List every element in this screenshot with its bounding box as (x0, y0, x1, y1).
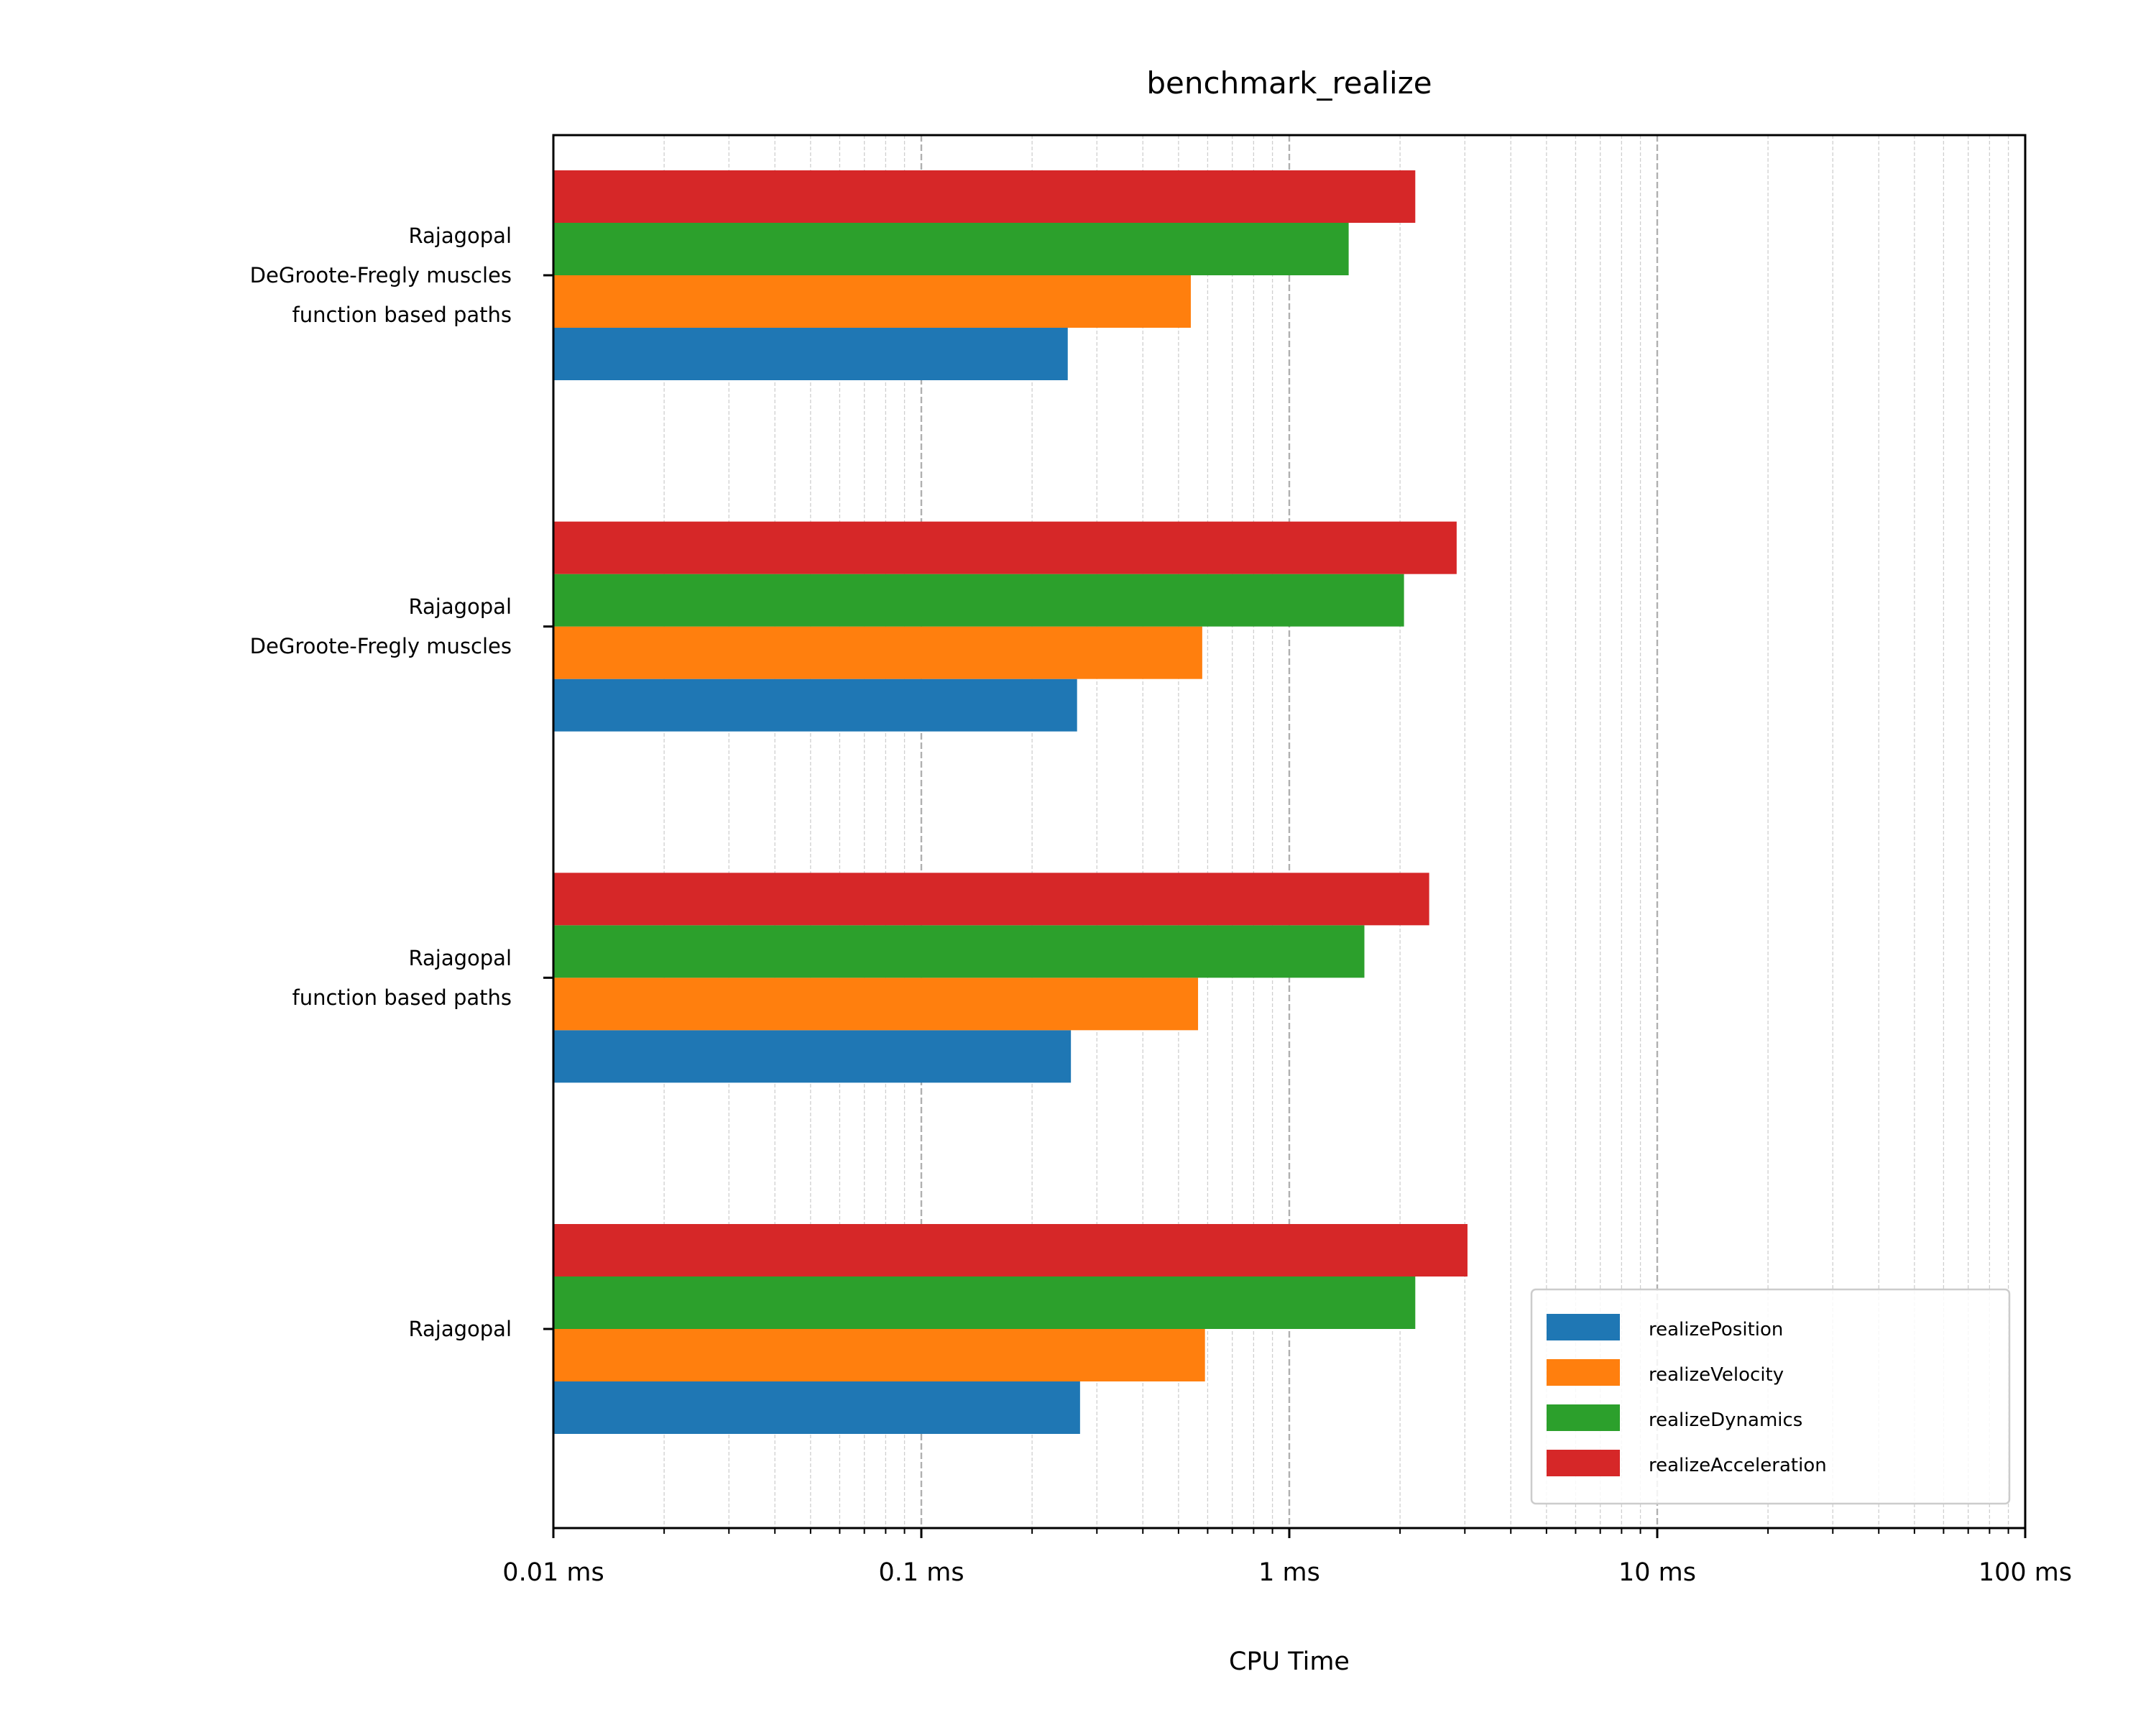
x-tick-label: 100 ms (1978, 1558, 2072, 1587)
legend-swatch (1547, 1314, 1620, 1340)
y-category-label: Rajagopal (409, 1317, 512, 1341)
legend-label: realizeDynamics (1649, 1409, 1802, 1431)
x-tick-label: 10 ms (1618, 1558, 1696, 1587)
chart-title: benchmark_realize (1146, 65, 1432, 101)
y-category-label: Rajagopal (409, 594, 512, 619)
legend-label: realizePosition (1649, 1319, 1783, 1340)
legend-swatch (1547, 1404, 1620, 1431)
y-category-label: function based paths (292, 303, 512, 327)
bar-realizeDynamics (553, 925, 1365, 978)
legend: realizePosition realizeVelocity realizeDyn… (1530, 1288, 2011, 1505)
x-axis-label: CPU Time (1229, 1647, 1350, 1676)
bar-realizePosition (553, 678, 1077, 732)
legend-label: realizeVelocity (1649, 1364, 1784, 1386)
bar-realizeDynamics (553, 574, 1404, 627)
bar-realizeDynamics (553, 223, 1349, 275)
bars (553, 170, 1468, 1434)
x-axis: 0.01 ms 0.1 ms 1 ms 10 ms 100 ms (502, 1528, 2072, 1587)
y-axis: Rajagopal Rajagopal function based paths Ra… (250, 224, 553, 1341)
bar-realizeVelocity (553, 1329, 1205, 1381)
bar-realizeVelocity (553, 626, 1202, 679)
bar-realizePosition (553, 328, 1068, 380)
y-category-label: Rajagopal (409, 224, 512, 248)
y-category-label: function based paths (292, 985, 512, 1010)
legend-box (1530, 1288, 2011, 1505)
bar-realizeAcceleration (553, 1224, 1468, 1276)
bar-realizeDynamics (553, 1276, 1416, 1329)
y-category-label: Rajagopal (409, 946, 512, 970)
legend-swatch (1547, 1359, 1620, 1386)
bar-realizePosition (553, 1030, 1072, 1083)
bar-realizePosition (553, 1381, 1080, 1434)
y-category-label: DeGroote-Fregly muscles (250, 263, 512, 288)
legend-swatch (1547, 1450, 1620, 1476)
x-tick-label: 1 ms (1258, 1558, 1320, 1587)
bar-realizeAcceleration (553, 170, 1416, 223)
bar-realizeVelocity (553, 978, 1199, 1031)
x-tick-label: 0.1 ms (878, 1558, 964, 1587)
legend-label: realizeAcceleration (1649, 1455, 1827, 1476)
bar-realizeAcceleration (553, 873, 1429, 926)
bar-realizeAcceleration (553, 521, 1457, 574)
y-category-label: DeGroote-Fregly muscles (250, 634, 512, 658)
x-tick-label: 0.01 ms (502, 1558, 604, 1587)
bar-realizeVelocity (553, 275, 1191, 328)
